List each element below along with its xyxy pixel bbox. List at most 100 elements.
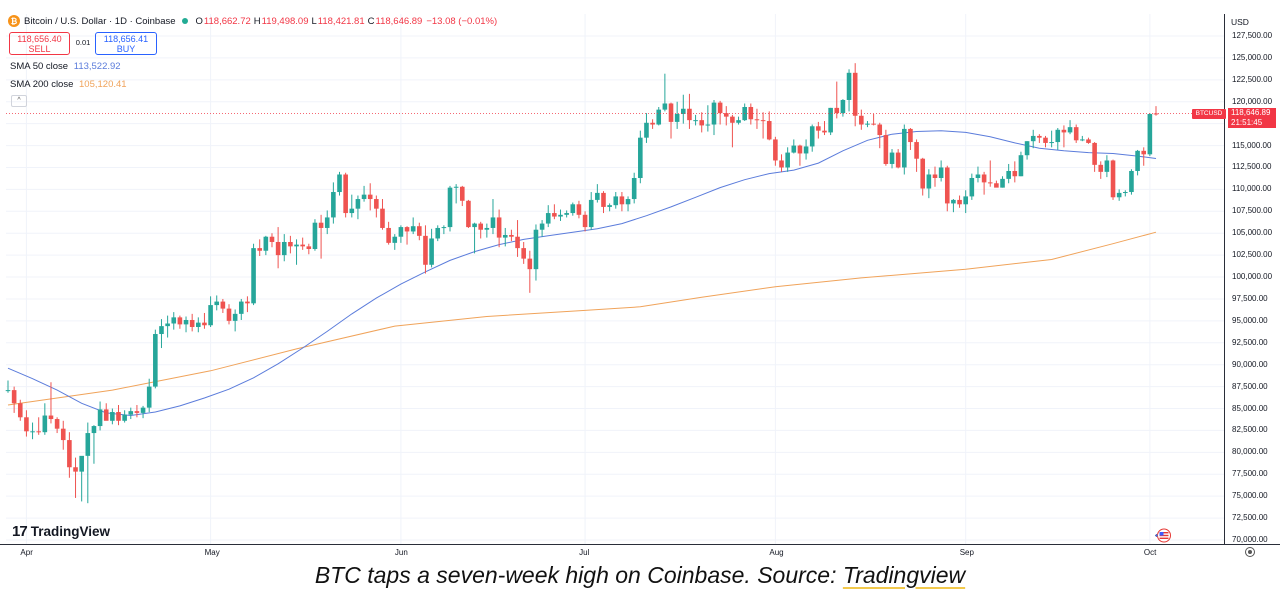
candle-down [478,221,484,239]
candle-body [441,227,447,229]
candle-down [288,235,293,254]
candle-body [453,186,459,188]
candle-down [306,243,312,255]
symbol-legend[interactable]: ₿ Bitcoin / U.S. Dollar · 1D · Coinbase … [8,13,497,29]
candle-up [85,422,91,504]
candle-up [183,316,189,333]
price-chart[interactable] [0,0,1280,556]
sma200-layer [7,231,1157,406]
candle-body [816,126,821,131]
candle-body [490,217,496,228]
candle-body [619,196,625,205]
candle-body [1098,164,1104,172]
candle-body [183,319,189,325]
candle-body [300,244,305,247]
candle-down [103,403,109,421]
currency-selector[interactable]: USD [1231,17,1249,27]
time-tick-label: Jul [579,548,590,557]
candle-down [797,144,803,166]
sma50-legend[interactable]: SMA 50 close 113,522.92 [10,61,121,72]
candle-body [938,167,944,178]
candle-down [699,112,705,133]
buy-button[interactable]: 118,656.41 BUY [95,32,157,55]
price-tick-label: 120,000.00 [1232,96,1273,106]
candle-up [263,235,269,256]
caption-source-link[interactable]: Tradingview [842,562,966,588]
candle-body [932,174,938,178]
candle-down [367,183,373,211]
candle-down [859,109,864,130]
candle-body [343,174,348,214]
candle-down [883,129,889,166]
candle-body [1000,178,1005,188]
candle-up [644,113,649,143]
candle-body [1073,127,1079,141]
candle-up [159,319,164,349]
ohlc-change: −13.08 (−0.01%) [426,15,498,27]
candle-body [54,419,60,429]
candle-body [650,122,655,125]
candle-body [601,192,606,207]
candle-up [533,224,539,281]
candle-body [42,415,48,433]
candle-up [558,209,563,221]
candle-up [79,455,84,502]
candle-down [1092,142,1097,172]
candle-down [723,106,729,126]
candle-body [116,412,121,421]
candle-up [281,234,287,262]
events-flag-icon[interactable] [1154,528,1172,543]
candle-body [324,217,330,228]
candle-body [110,412,115,421]
candle-body [484,227,490,230]
candle-body [736,120,741,123]
collapse-legend-button[interactable]: ^ [11,95,27,107]
candle-up [410,217,416,235]
candle-down [11,386,17,413]
candle-up [570,202,576,216]
candle-up [42,403,48,435]
candle-up [1129,169,1134,195]
candle-body [140,407,146,413]
candle-down [54,417,60,434]
candle-down [17,399,23,421]
ohlc-high-key: H [253,15,261,27]
candle-up [693,114,698,126]
candle-body [852,72,858,116]
candle-body [533,229,539,270]
candle-body [951,199,956,204]
candle-down [60,420,66,450]
candle-body [502,234,508,238]
candle-down [748,103,754,125]
candle-body [380,208,385,228]
candle-body [269,236,275,242]
symbol-title[interactable]: Bitcoin / U.S. Dollar · 1D · Coinbase [24,15,176,27]
axis-settings-icon[interactable] [1245,547,1255,557]
candle-body [1135,150,1140,171]
ohlc-close-value: 118,646.89 [375,15,423,27]
candle-body [687,108,692,121]
candle-down [981,171,987,195]
price-tick-label: 87,500.00 [1232,381,1268,391]
candle-body [871,123,876,125]
candle-body [1018,155,1024,177]
candle-up [736,116,741,125]
candle-up [30,422,35,440]
chart-frame[interactable]: ₿ Bitcoin / U.S. Dollar · 1D · Coinbase … [0,0,1280,557]
candle-body [766,121,772,140]
candle-up [337,171,342,196]
tradingview-logo[interactable]: 17 TradingView [12,522,110,540]
candle-body [435,227,441,239]
candle-up [1147,113,1153,157]
candle-body [779,160,784,168]
candle-down [687,93,692,129]
candle-body [1092,142,1097,165]
candle-body [595,192,600,200]
sma200-legend[interactable]: SMA 200 close 105,120.41 [10,79,127,90]
price-tick-label: 75,000.00 [1232,491,1268,501]
ohlc-high-value: 119,498.09 [261,15,309,27]
sell-price: 118,656.40 [17,34,62,44]
sell-button[interactable]: 118,656.40 SELL [9,32,70,55]
candle-body [840,99,846,114]
candle-body [447,187,453,228]
